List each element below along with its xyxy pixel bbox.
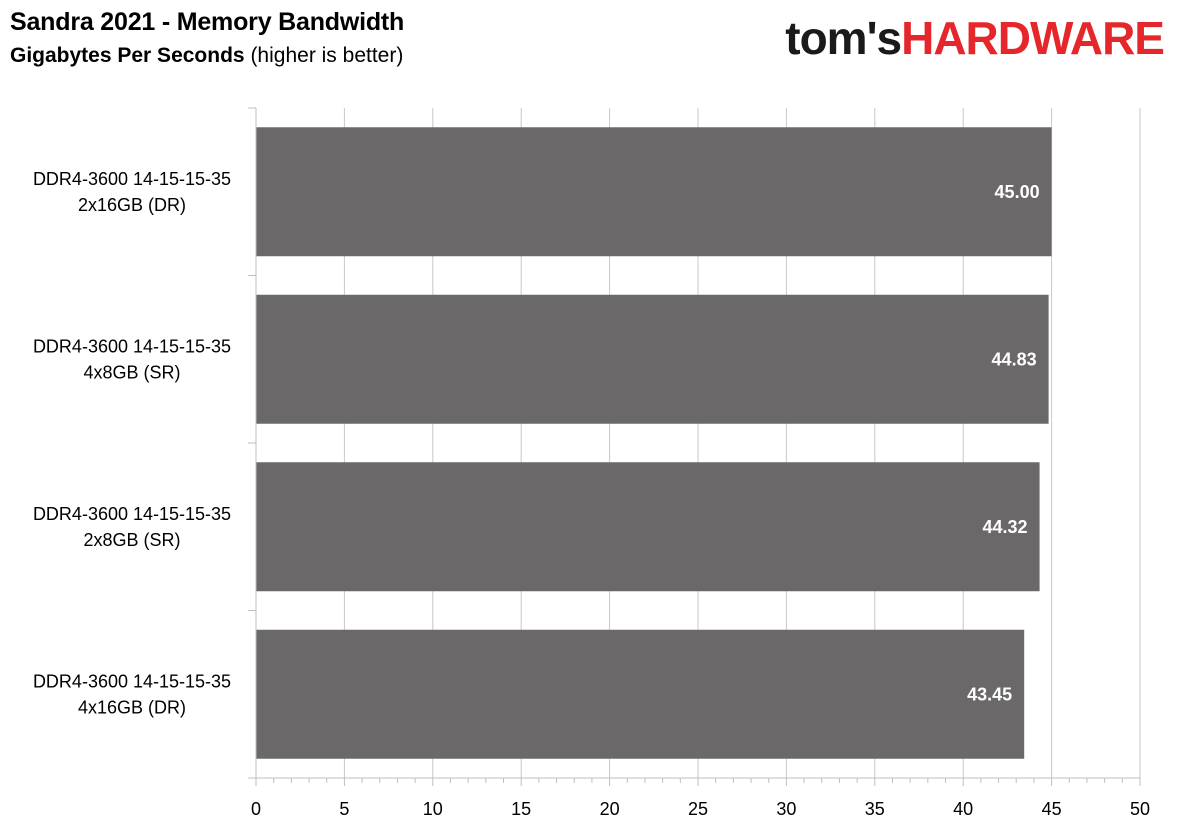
x-tick-label: 20	[600, 799, 620, 819]
chart-subtitle: Gigabytes Per Seconds (higher is better)	[10, 44, 403, 68]
x-tick-label: 5	[339, 799, 349, 819]
data-label: 44.32	[983, 517, 1028, 537]
bar	[256, 629, 1025, 759]
x-tick-label: 0	[251, 799, 261, 819]
category-label-line: 4x16GB (DR)	[78, 697, 186, 717]
x-tick-label: 30	[776, 799, 796, 819]
data-label: 45.00	[995, 182, 1040, 202]
bar	[256, 127, 1052, 257]
logo-part-hardware: HARDWARE	[901, 12, 1165, 64]
subtitle-note: (higher is better)	[250, 44, 404, 67]
category-label-line: DDR4-3600 14-15-15-35	[33, 169, 231, 189]
category-label: DDR4-3600 14-15-15-35 4x16GB (DR)	[33, 671, 231, 717]
x-tick-label: 50	[1130, 799, 1150, 819]
category-label-line: DDR4-3600 14-15-15-35	[33, 671, 231, 691]
x-tick-label: 10	[423, 799, 443, 819]
x-tick-label: 40	[953, 799, 973, 819]
logo-part-toms: tom's	[785, 12, 902, 64]
labels: 0 5 10 15 20 25 30 35 40 45 50 45.00 DDR4-3600 14-15…	[33, 169, 1150, 819]
bar	[256, 462, 1040, 592]
x-tick-label: 45	[1042, 799, 1062, 819]
chart-title: Sandra 2021 - Memory Bandwidth	[10, 8, 405, 36]
subtitle-unit: Gigabytes Per Seconds	[10, 44, 245, 67]
toms-hardware-logo: tom'sHARDWARE	[785, 10, 1165, 66]
x-tick-label: 35	[865, 799, 885, 819]
category-label-line: DDR4-3600 14-15-15-35	[33, 336, 231, 356]
data-label: 44.83	[992, 349, 1037, 369]
category-label: DDR4-3600 14-15-15-35 2x8GB (SR)	[33, 504, 231, 550]
axes	[248, 107, 1141, 786]
bars	[256, 127, 1052, 759]
category-label: DDR4-3600 14-15-15-35 2x16GB (DR)	[33, 169, 231, 215]
category-label-line: 2x16GB (DR)	[78, 195, 186, 215]
x-tick-label: 15	[511, 799, 531, 819]
x-tick-label: 25	[688, 799, 708, 819]
category-label-line: 4x8GB (SR)	[83, 362, 180, 382]
category-label: DDR4-3600 14-15-15-35 4x8GB (SR)	[33, 336, 231, 382]
category-label-line: DDR4-3600 14-15-15-35	[33, 504, 231, 524]
data-label: 43.45	[967, 684, 1012, 704]
category-label-line: 2x8GB (SR)	[83, 530, 180, 550]
bar	[256, 294, 1049, 424]
